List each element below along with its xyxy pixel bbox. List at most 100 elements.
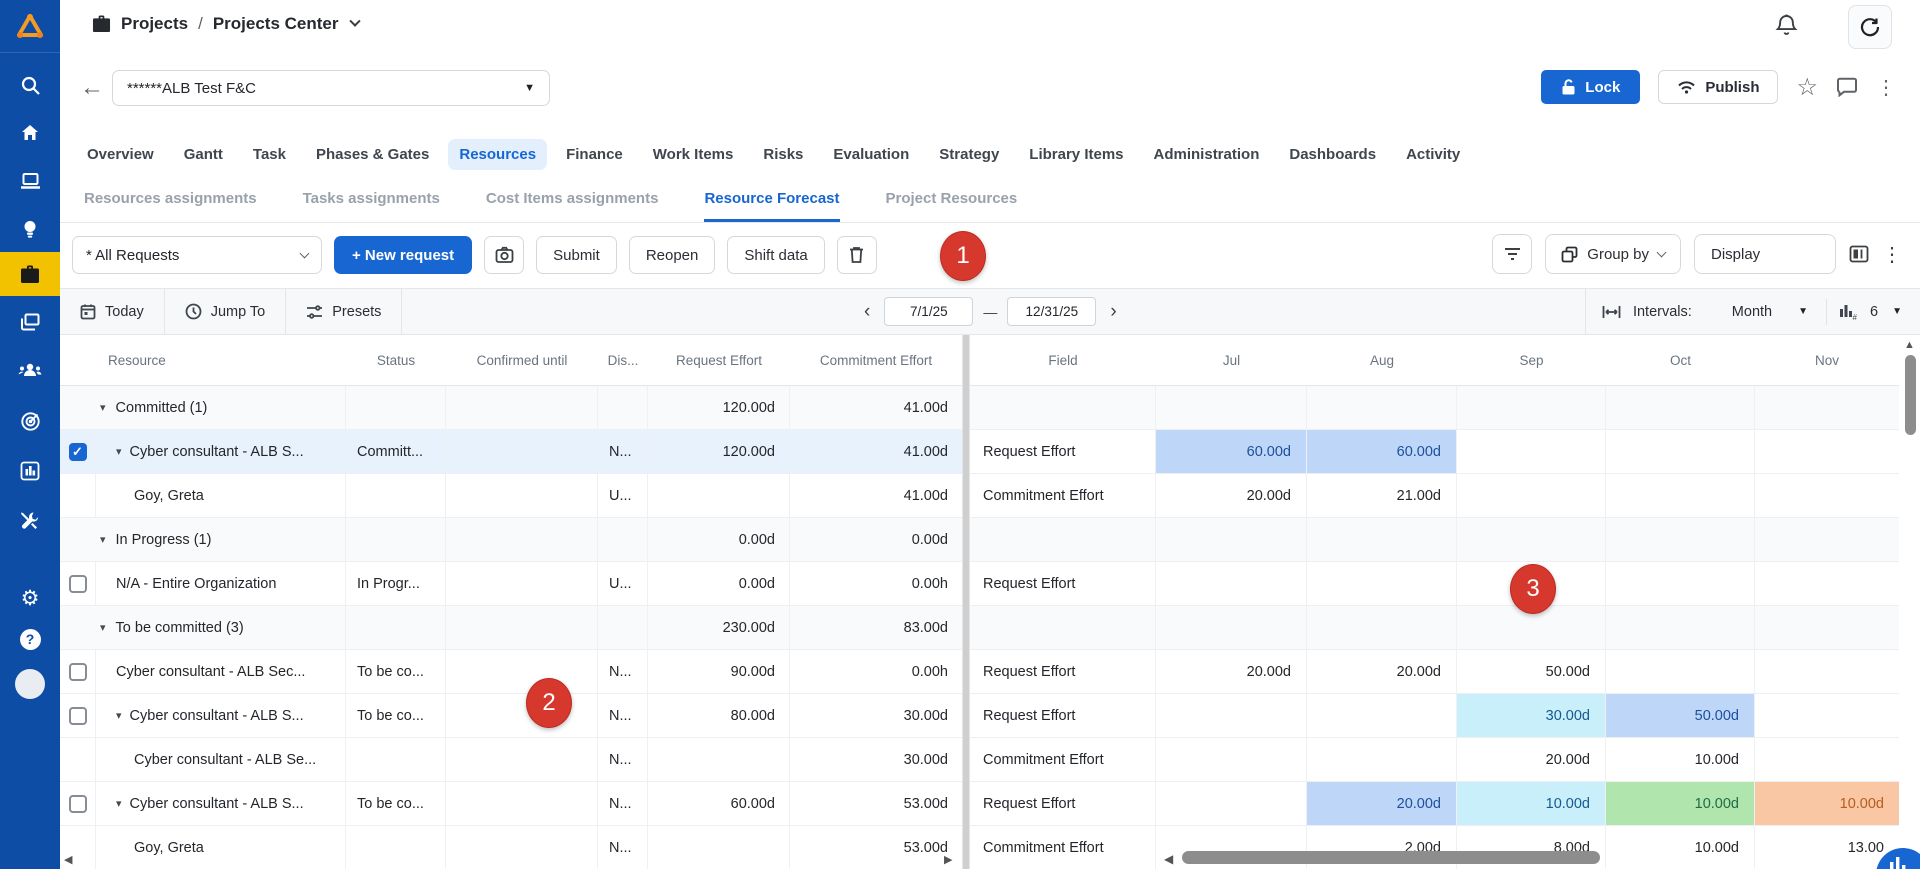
month-value-cell[interactable] [1307, 562, 1457, 605]
table-row-months[interactable] [970, 386, 1899, 430]
month-value-cell[interactable] [1606, 650, 1755, 693]
chevron-down-icon[interactable] [348, 15, 361, 27]
settings-gear-icon[interactable]: ⚙ [20, 586, 40, 610]
group-by-button[interactable]: Group by [1545, 234, 1681, 274]
row-checkbox[interactable] [68, 706, 87, 725]
home-icon[interactable] [0, 111, 60, 155]
month-value-cell[interactable] [1156, 694, 1307, 737]
month-value-cell[interactable]: 60.00d [1156, 430, 1307, 473]
expand-caret-icon[interactable]: ▾ [100, 534, 106, 546]
column-header-aug[interactable]: Aug [1369, 352, 1395, 368]
table-row[interactable]: ▾ Cyber consultant - ALB S... To be co... N… [60, 694, 962, 738]
table-row[interactable]: ▾ To be committed (3) 230.00d 83.00d [60, 606, 962, 650]
table-row-months[interactable]: Request Effort 20.00d 20.00d 50.00d [970, 650, 1899, 694]
filter-button[interactable] [1492, 234, 1533, 274]
panel-splitter[interactable] [962, 335, 970, 869]
tab-library-items[interactable]: Library Items [1029, 145, 1124, 163]
tab-administration[interactable]: Administration [1153, 145, 1260, 163]
month-value-cell[interactable]: 20.00d [1457, 738, 1606, 781]
month-value-cell[interactable] [1755, 518, 1899, 561]
tab-resources[interactable]: Resources [448, 138, 548, 170]
tab-gantt[interactable]: Gantt [183, 145, 223, 163]
month-value-cell[interactable] [1755, 650, 1899, 693]
table-row-months[interactable]: Commitment Effort 20.00d 10.00d [970, 738, 1899, 782]
tab-task[interactable]: Task [252, 145, 286, 163]
ideas-icon[interactable] [0, 207, 60, 251]
column-header-resource[interactable]: Resource [108, 352, 166, 368]
month-value-cell[interactable]: 10.00d [1606, 738, 1755, 781]
vertical-scroll-up-icon[interactable]: ▲ [1904, 339, 1915, 351]
month-value-cell[interactable] [1606, 606, 1755, 649]
month-value-cell[interactable]: 20.00d [1307, 782, 1457, 825]
display-button[interactable]: Display [1694, 234, 1836, 274]
tab-phases-gates[interactable]: Phases & Gates [315, 145, 430, 163]
presets-button[interactable]: Presets [286, 289, 403, 334]
table-row-months[interactable]: Request Effort 20.00d 10.00d 10.00d 10.00d [970, 782, 1899, 826]
month-value-cell[interactable] [1755, 606, 1899, 649]
resources-icon[interactable] [0, 348, 60, 392]
month-value-cell[interactable]: 10.00d [1606, 826, 1755, 869]
help-icon[interactable]: ? [0, 617, 60, 661]
shift-data-button[interactable]: Shift data [727, 236, 825, 274]
jump-to-button[interactable]: Jump To [165, 289, 287, 334]
project-select[interactable]: ******ALB Test F&C ▼ [112, 70, 550, 106]
month-value-cell[interactable] [1457, 430, 1606, 473]
delete-trash-button[interactable] [836, 236, 877, 274]
table-row[interactable]: ✓ ▾ Cyber consultant - ALB S... Committ... N… [60, 430, 962, 474]
table-row[interactable]: Cyber consultant - ALB Se... N... 30.00d [60, 738, 962, 782]
back-arrow-icon[interactable]: ← [80, 74, 104, 101]
tab-strategy[interactable]: Strategy [939, 145, 1000, 163]
snapshot-camera-button[interactable] [484, 236, 525, 274]
table-row-months[interactable]: Request Effort 60.00d 60.00d [970, 430, 1899, 474]
column-header-oct[interactable]: Oct [1669, 352, 1691, 368]
row-checkbox[interactable] [68, 574, 87, 593]
month-value-cell[interactable] [1307, 606, 1457, 649]
month-value-cell[interactable] [1606, 518, 1755, 561]
tab-dashboards[interactable]: Dashboards [1289, 145, 1377, 163]
month-value-cell[interactable] [1307, 694, 1457, 737]
publish-button[interactable]: Publish [1658, 70, 1779, 104]
month-value-cell[interactable]: 10.00d [1755, 782, 1899, 825]
month-value-cell[interactable] [1307, 386, 1457, 429]
portfolios-icon[interactable] [0, 300, 60, 344]
table-row[interactable]: ▾ Committed (1) 120.00d 41.00d [60, 386, 962, 430]
expand-caret-icon[interactable]: ▾ [100, 402, 106, 414]
column-header-jul[interactable]: Jul [1222, 352, 1241, 368]
toggle-panel-icon[interactable] [1849, 245, 1869, 263]
month-value-cell[interactable] [1457, 562, 1606, 605]
month-value-cell[interactable]: 21.00d [1307, 474, 1457, 517]
refresh-button[interactable] [1848, 5, 1892, 49]
new-request-button[interactable]: + New request [334, 236, 473, 274]
month-value-cell[interactable] [1606, 430, 1755, 473]
row-checkbox[interactable] [68, 794, 87, 813]
subtab-resources-assignments[interactable]: Resources assignments [84, 190, 257, 207]
column-header-status[interactable]: Status [376, 352, 416, 368]
lock-button[interactable]: Lock [1541, 70, 1641, 104]
vertical-scrollbar[interactable] [1905, 355, 1916, 435]
month-value-cell[interactable] [1156, 826, 1307, 869]
row-checkbox[interactable]: ✓ [68, 442, 87, 461]
submit-button[interactable]: Submit [536, 236, 617, 274]
comments-icon[interactable] [1836, 77, 1858, 97]
month-value-cell[interactable] [1755, 474, 1899, 517]
date-to-input[interactable]: 12/31/25 [1007, 297, 1097, 326]
requests-filter-select[interactable]: * All Requests [72, 236, 322, 274]
table-row[interactable]: N/A - Entire Organization In Progr... U...… [60, 562, 962, 606]
month-value-cell[interactable] [1307, 738, 1457, 781]
month-value-cell[interactable] [1755, 738, 1899, 781]
month-value-cell[interactable] [1457, 474, 1606, 517]
tab-activity[interactable]: Activity [1406, 145, 1461, 163]
row-checkbox[interactable] [68, 662, 87, 681]
subtab-tasks-assignments[interactable]: Tasks assignments [302, 190, 440, 207]
table-row-months[interactable]: Request Effort [970, 562, 1899, 606]
table-row[interactable]: Goy, Greta U... 41.00d [60, 474, 962, 518]
subtab-resource-forecast[interactable]: Resource Forecast [704, 178, 840, 222]
table-row[interactable]: ▾ In Progress (1) 0.00d 0.00d [60, 518, 962, 562]
tab-overview[interactable]: Overview [87, 145, 154, 163]
month-value-cell[interactable]: 13.00 [1847, 839, 1884, 856]
month-value-cell[interactable] [1156, 738, 1307, 781]
expand-caret-icon[interactable]: ▾ [116, 446, 122, 458]
breadcrumb-section[interactable]: Projects [121, 14, 189, 33]
left-scroll-left-icon[interactable]: ◀ [64, 854, 73, 866]
month-value-cell[interactable] [1156, 386, 1307, 429]
